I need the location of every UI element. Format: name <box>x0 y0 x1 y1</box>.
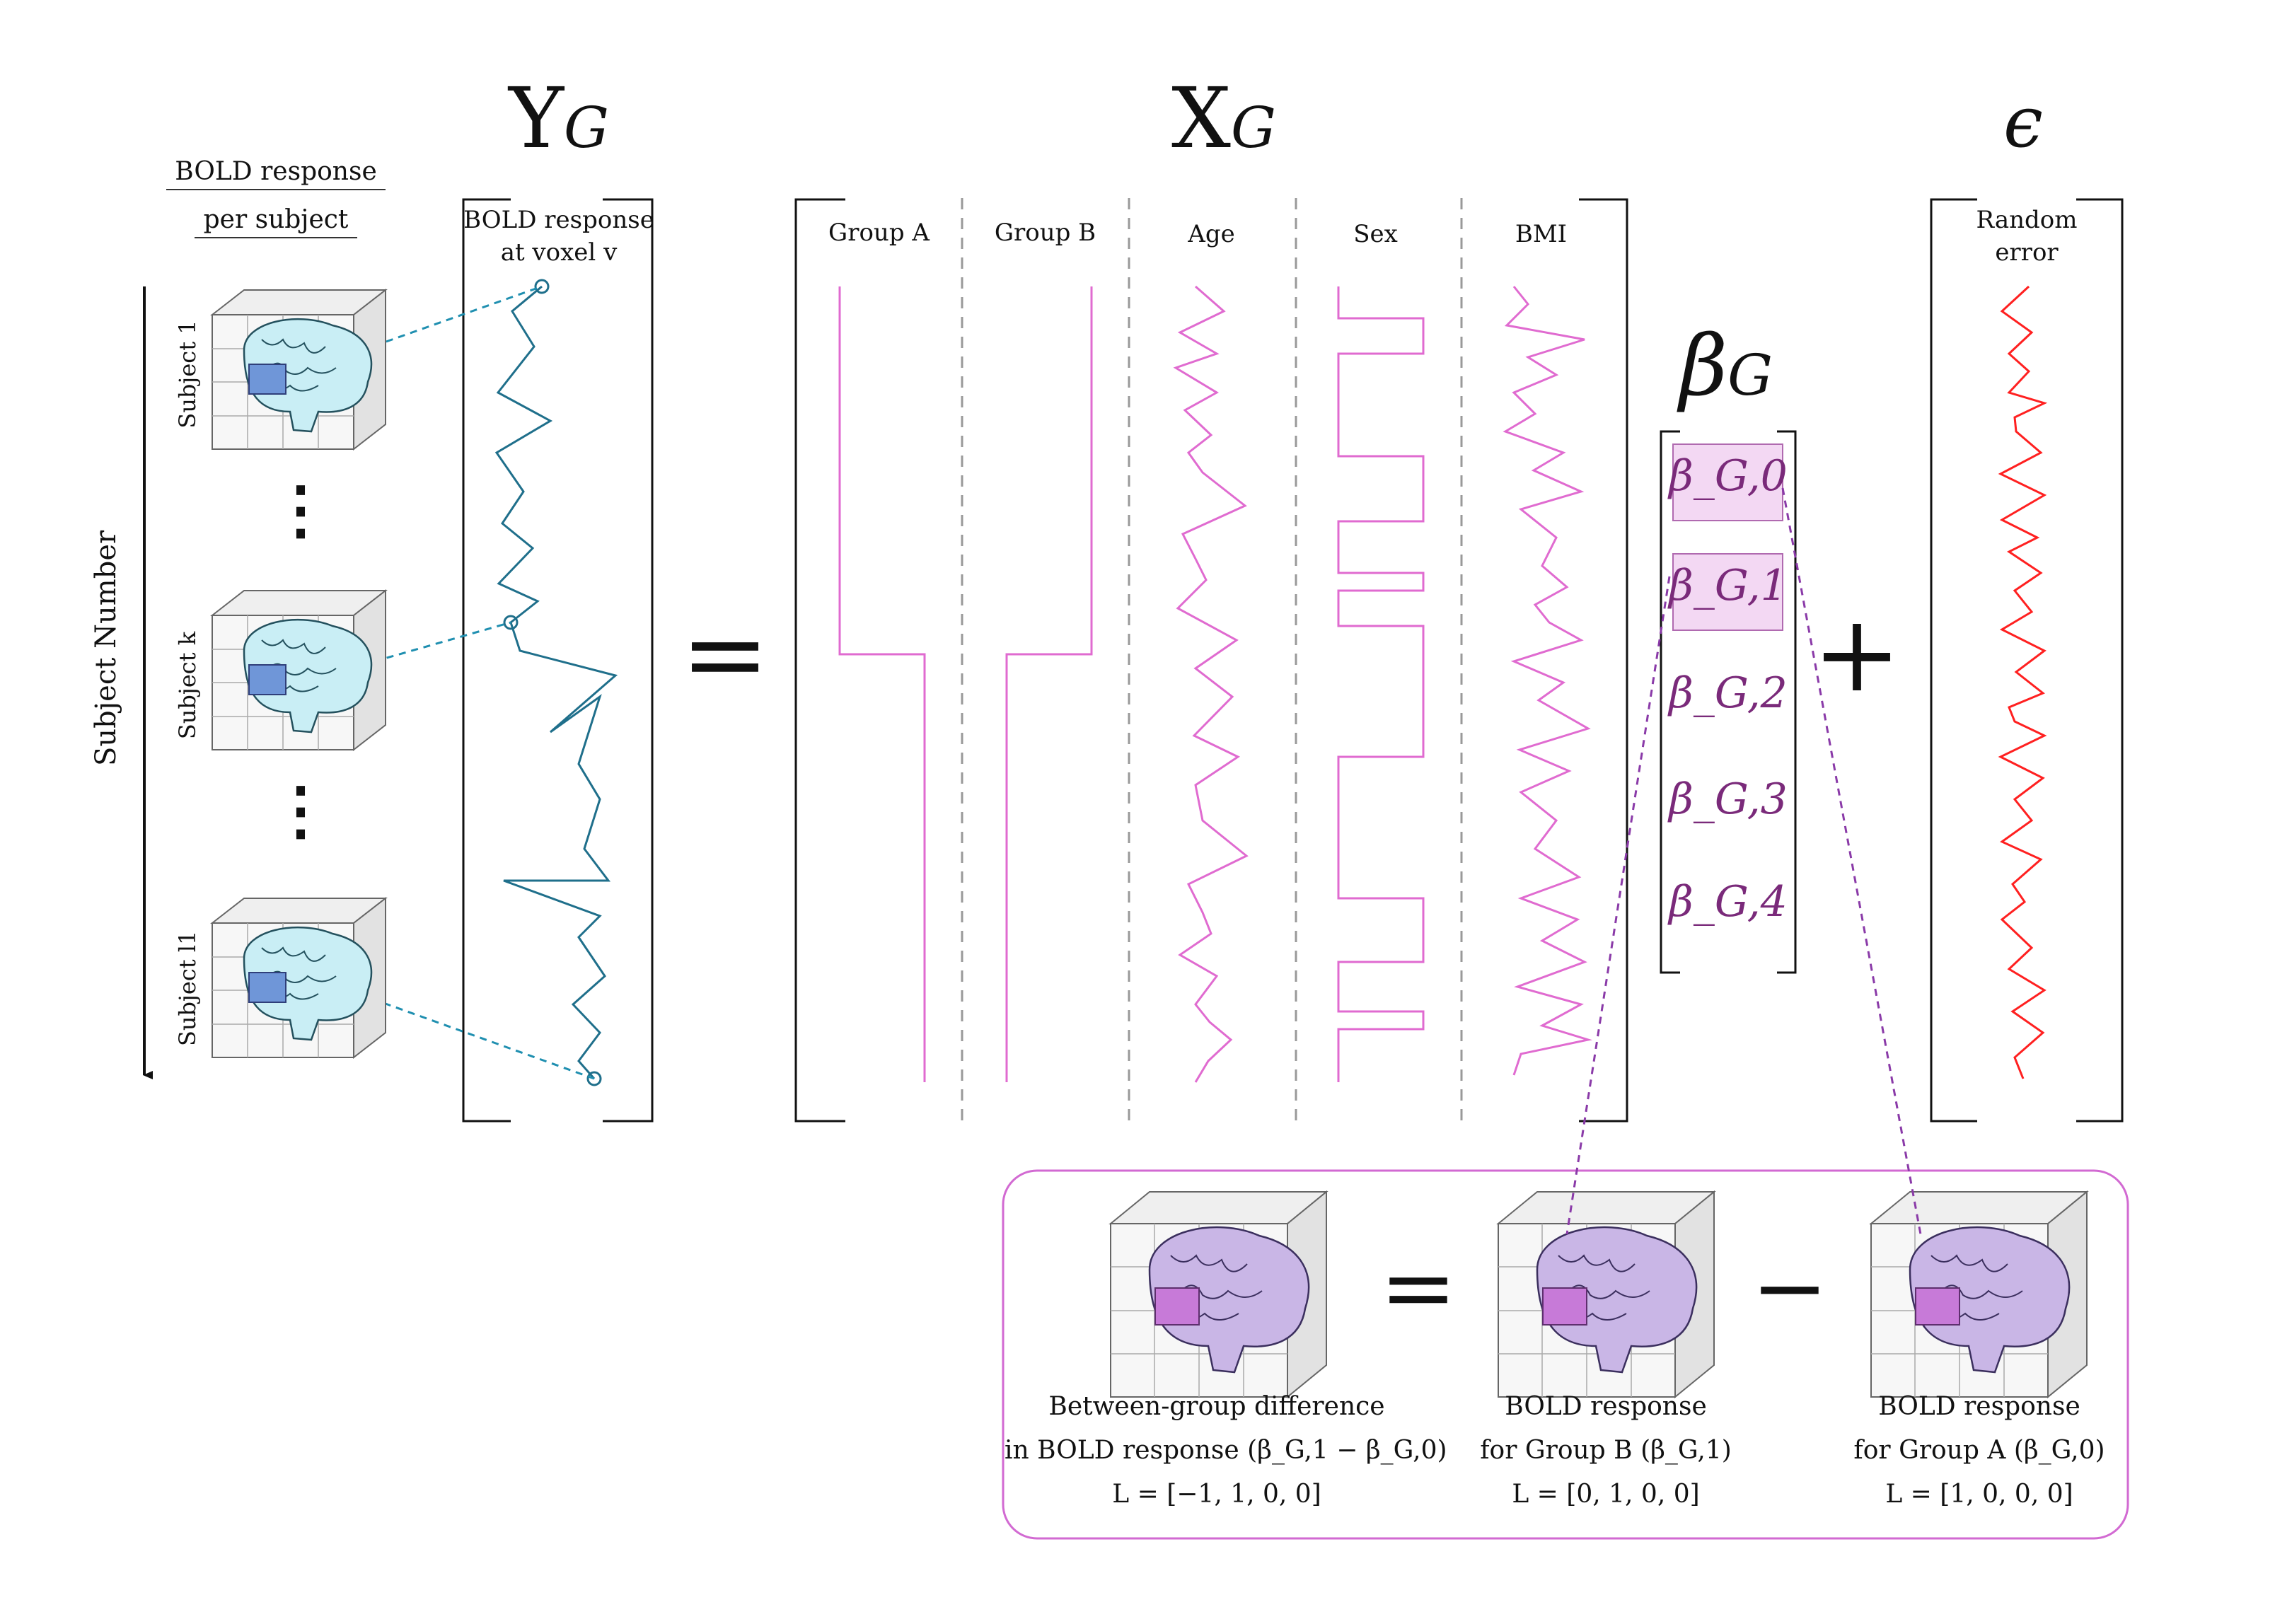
x-col-header-sex: Sex <box>1353 220 1398 248</box>
y-header-line2: at voxel v <box>500 238 618 267</box>
x-col-header-bmi: BMI <box>1515 220 1568 248</box>
age-column-line <box>1173 285 1249 1083</box>
subject-k-brain-cube <box>210 588 388 752</box>
x-col-header-group-a: Group A <box>828 219 930 247</box>
subject-voxel-connectors <box>347 285 595 1080</box>
subject-1-label: Subject 1 <box>174 320 201 429</box>
beta-entry-2: β_G,2 <box>1669 668 1788 718</box>
contrast-panel <box>1002 1169 2129 1540</box>
ellipsis-upper: ⋮ <box>269 472 332 547</box>
subject-l1-label: Subject l1 <box>174 930 201 1046</box>
ellipsis-lower: ⋮ <box>269 773 332 848</box>
y-matrix-symbol: YG <box>481 69 637 167</box>
x-matrix-symbol: XG <box>1146 69 1302 167</box>
beta-1-highlight <box>1672 553 1783 631</box>
left-panel-title-line2: per subject <box>195 205 357 239</box>
contrast-equals-operator: = <box>1379 1234 1457 1341</box>
contrast-difference-caption-line2: in BOLD response (β_G,1 − β_G,0) <box>1005 1436 1447 1465</box>
group-a-column-line <box>838 286 926 1082</box>
beta-symbol-text: β <box>1679 317 1728 414</box>
beta-0-highlight <box>1672 443 1783 521</box>
contrast-group-a-caption-line3: L = [1, 0, 0, 0] <box>1885 1480 2073 1509</box>
beta-vector-symbol: βG <box>1655 318 1797 414</box>
contrast-group-b-brain-cube <box>1496 1190 1716 1399</box>
x-col-header-group-b: Group B <box>994 219 1096 247</box>
contrast-difference-brain-cube <box>1108 1190 1328 1399</box>
epsilon-header-line1: Random <box>1976 206 2078 234</box>
contrast-group-b-caption-line3: L = [0, 1, 0, 0] <box>1512 1480 1700 1509</box>
beta-entry-4: β_G,4 <box>1669 877 1788 927</box>
beta-entry-3: β_G,3 <box>1669 775 1788 824</box>
group-b-column-line <box>1005 286 1093 1082</box>
subject-l1-brain-cube <box>210 896 388 1060</box>
contrast-group-a-brain-cube <box>1869 1190 2089 1399</box>
contrast-difference-caption-line1: Between-group difference <box>1048 1392 1385 1421</box>
left-panel-title-line1: BOLD response <box>166 157 386 191</box>
bmi-column-line <box>1503 286 1592 1076</box>
beta-entry-0: β_G,0 <box>1669 451 1788 501</box>
bold-sample-points <box>503 279 602 1086</box>
x-symbol-text: X <box>1171 69 1232 167</box>
random-error-line <box>1998 285 2048 1079</box>
beta-vector-brackets <box>1660 430 1797 974</box>
y-header-line1: BOLD response <box>463 206 654 234</box>
epsilon-brackets <box>1930 198 2124 1123</box>
contrast-group-b-caption-line2: for Group B (β_G,1) <box>1480 1436 1732 1465</box>
contrast-group-b-caption-line1: BOLD response <box>1505 1392 1707 1421</box>
y-matrix-brackets <box>462 198 654 1123</box>
beta-symbol-subscript: G <box>1727 342 1773 408</box>
x-matrix-brackets <box>794 198 1628 1123</box>
contrast-difference-caption-line3: L = [−1, 1, 0, 0] <box>1112 1480 1321 1509</box>
epsilon-header-line2: error <box>1995 238 2059 267</box>
plus-operator: + <box>1812 593 1901 716</box>
x-symbol-subscript: G <box>1231 95 1276 161</box>
subject-1-brain-cube <box>210 288 388 451</box>
x-column-separators <box>961 198 1463 1125</box>
y-symbol-subscript: G <box>564 95 609 161</box>
y-symbol-text: Y <box>509 69 564 167</box>
epsilon-symbol: ϵ <box>2003 81 2043 163</box>
bold-response-line <box>494 285 618 1079</box>
beta-contrast-connectors <box>1565 487 1922 1235</box>
contrast-group-a-caption-line2: for Group A (β_G,0) <box>1853 1436 2105 1465</box>
subject-k-label: Subject k <box>174 631 201 740</box>
beta-entry-1: β_G,1 <box>1669 561 1788 610</box>
contrast-minus-operator: − <box>1751 1234 1829 1341</box>
contrast-group-a-caption-line1: BOLD response <box>1878 1392 2080 1421</box>
x-col-header-age: Age <box>1188 220 1235 248</box>
sex-column-line <box>1337 286 1425 1082</box>
equals-operator: = <box>681 593 770 716</box>
subject-number-axis-label: Subject Number <box>90 530 122 766</box>
